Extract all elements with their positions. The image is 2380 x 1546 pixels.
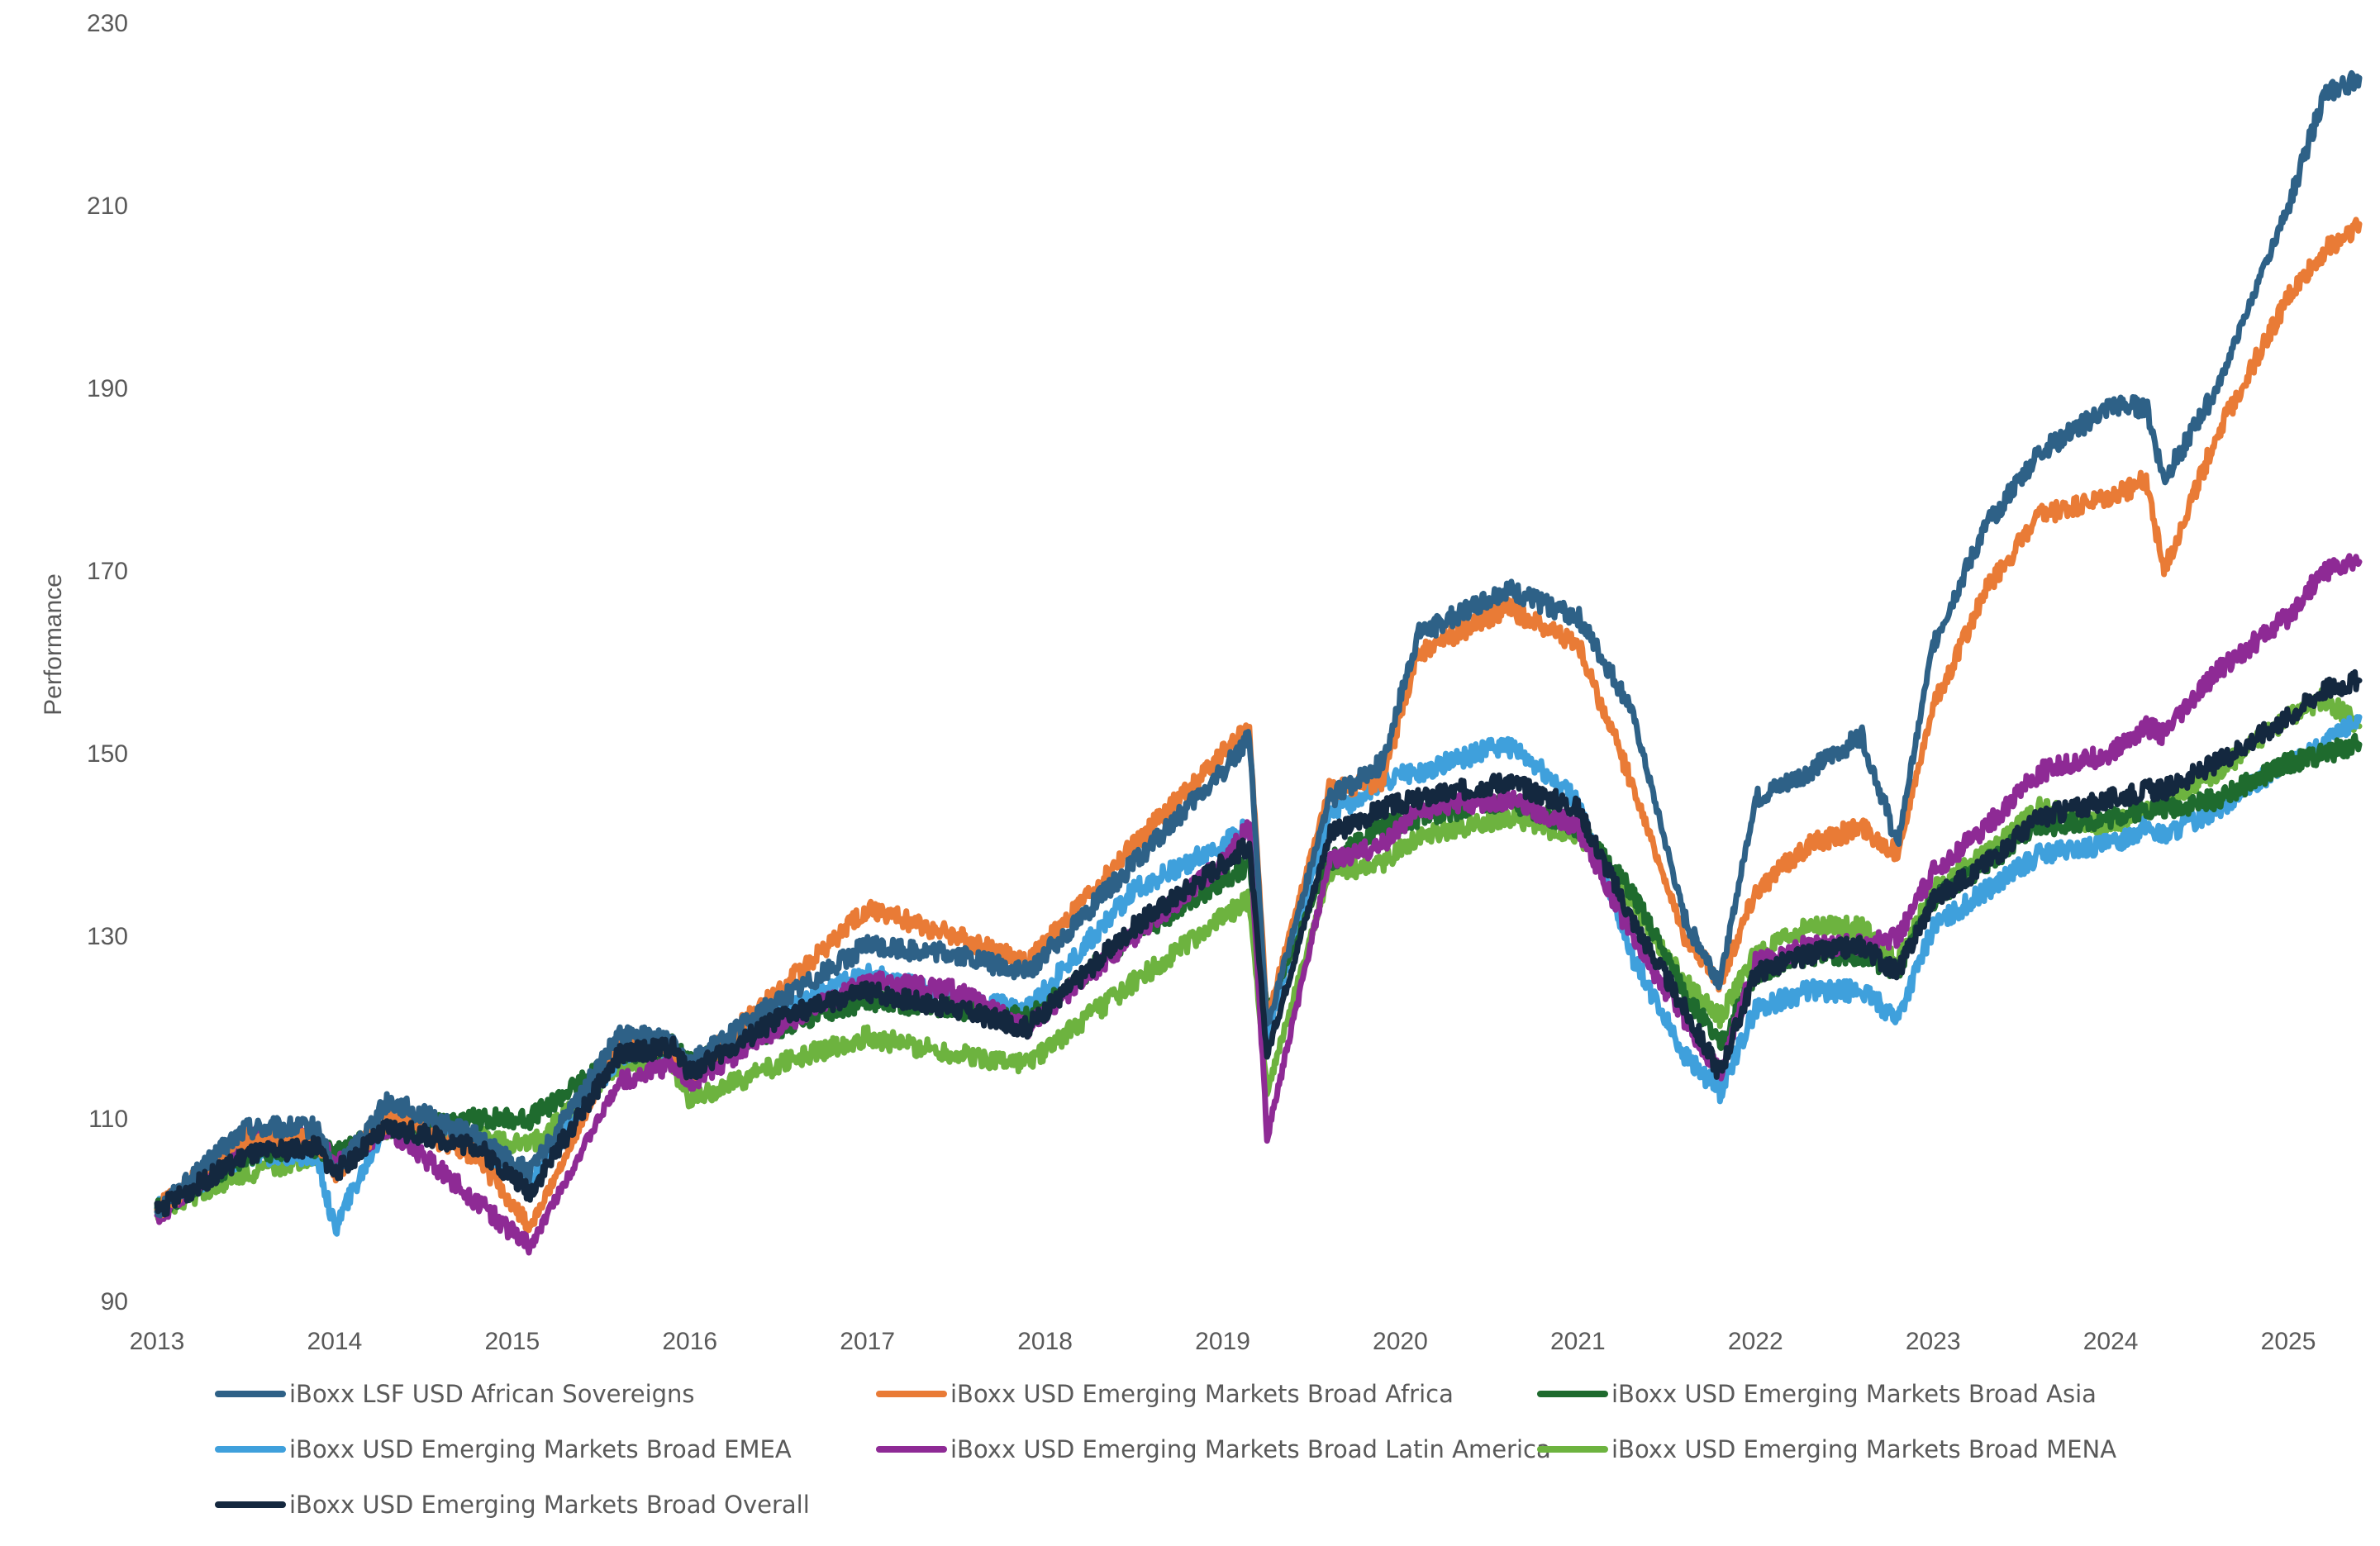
series-line-4 <box>154 553 2363 1256</box>
legend-swatch <box>215 1446 286 1453</box>
x-tick-label: 2020 <box>1373 1328 1428 1355</box>
y-tick-label: 130 <box>87 923 128 950</box>
legend-item: iBoxx USD Emerging Markets Broad Asia <box>1537 1380 2097 1408</box>
x-tick-label: 2025 <box>2261 1328 2316 1355</box>
x-tick-label: 2019 <box>1195 1328 1250 1355</box>
legend-item: iBoxx USD Emerging Markets Broad Latin A… <box>876 1435 1551 1463</box>
legend-swatch <box>215 1501 286 1508</box>
legend-item: iBoxx LSF USD African Sovereigns <box>215 1380 695 1408</box>
x-tick-label: 2021 <box>1550 1328 1606 1355</box>
y-tick-label: 90 <box>101 1288 128 1315</box>
legend-label: iBoxx USD Emerging Markets Broad EMEA <box>289 1435 792 1463</box>
y-tick-label: 190 <box>87 375 128 402</box>
legend-item: iBoxx USD Emerging Markets Broad Overall <box>215 1491 810 1519</box>
y-tick-label: 170 <box>87 558 128 585</box>
legend-swatch <box>876 1391 947 1397</box>
series-line-1 <box>154 216 2363 1234</box>
x-tick-label: 2017 <box>840 1328 895 1355</box>
legend-label: iBoxx USD Emerging Markets Broad Overall <box>289 1491 810 1519</box>
legend-swatch <box>1537 1391 1608 1397</box>
y-tick-label: 230 <box>87 10 128 37</box>
y-tick-label: 150 <box>87 740 128 768</box>
legend-swatch <box>876 1446 947 1453</box>
legend-item: iBoxx USD Emerging Markets Broad MENA <box>1537 1435 2116 1463</box>
series-line-0 <box>154 69 2363 1219</box>
x-tick-label: 2013 <box>130 1328 185 1355</box>
y-tick-label: 210 <box>87 193 128 220</box>
legend-label: iBoxx USD Emerging Markets Broad Asia <box>1611 1380 2097 1408</box>
x-tick-label: 2015 <box>484 1328 540 1355</box>
legend-label: iBoxx USD Emerging Markets Broad Africa <box>950 1380 1454 1408</box>
y-axis-title: Performance <box>40 573 67 716</box>
series-line-6 <box>154 668 2363 1218</box>
x-axis-tick-labels: 2013 2014 2015 2016 2017 2018 2019 2020 2021 2022… <box>130 1328 2316 1355</box>
x-tick-label: 2024 <box>2083 1328 2139 1355</box>
x-tick-label: 2023 <box>1906 1328 1961 1355</box>
x-tick-label: 2014 <box>307 1328 363 1355</box>
x-tick-label: 2022 <box>1728 1328 1783 1355</box>
legend-label: iBoxx USD Emerging Markets Broad MENA <box>1611 1435 2117 1463</box>
x-tick-label: 2016 <box>662 1328 717 1355</box>
y-tick-label: 110 <box>88 1106 128 1133</box>
legend-label: iBoxx LSF USD African Sovereigns <box>289 1380 695 1408</box>
x-tick-label: 2018 <box>1017 1328 1073 1355</box>
legend-swatch <box>1537 1446 1608 1453</box>
legend-swatch <box>215 1391 286 1397</box>
legend-item: iBoxx USD Emerging Markets Broad Africa <box>876 1380 1454 1408</box>
legend-label: iBoxx USD Emerging Markets Broad Latin A… <box>950 1435 1551 1463</box>
y-axis-tick-labels: 90 110 130 150 170 190 210 230 <box>87 10 128 1315</box>
series-lines <box>154 69 2363 1256</box>
legend-item: iBoxx USD Emerging Markets Broad EMEA <box>215 1435 792 1463</box>
